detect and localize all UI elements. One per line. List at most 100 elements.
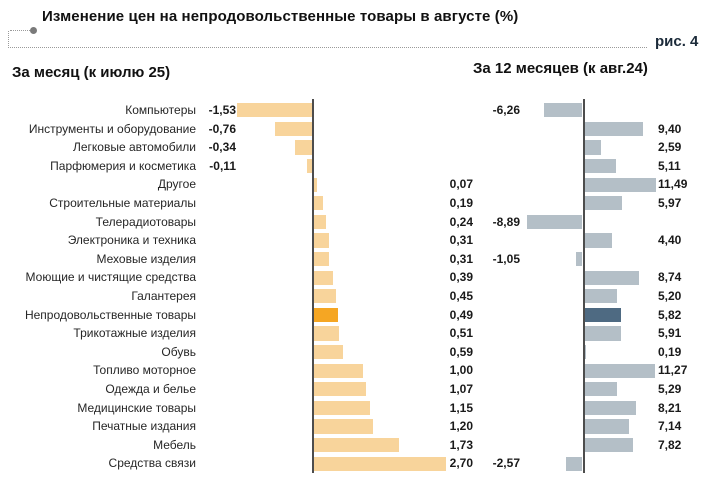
month-value-label: -0,76 (208, 121, 236, 136)
chart-row: Компьютеры -1,53 -6,26 (0, 101, 721, 120)
month-value-label: 1,20 (449, 419, 473, 434)
month-bar (314, 437, 399, 453)
chart-row: Обувь 0,59 0,19 (0, 343, 721, 362)
year-bar (527, 214, 583, 229)
chart-row: Одежда и белье 1,07 5,29 (0, 380, 721, 399)
month-value-label: 1,15 (449, 400, 473, 415)
year-value-label: -8,89 (492, 214, 520, 229)
chart-row: Трикотажные изделия 0,51 5,91 (0, 324, 721, 343)
year-value-label: 7,82 (658, 437, 682, 452)
month-value-label: 0,49 (449, 307, 473, 322)
year-bar (584, 344, 586, 360)
year-value-label: 5,20 (658, 289, 682, 303)
month-bar (306, 158, 312, 174)
category-label: Телерадиотовары (95, 214, 196, 229)
year-bar (543, 103, 583, 118)
month-value-label: 0,19 (449, 196, 473, 210)
chart-row: Электроника и техника 0,31 4,40 (0, 231, 721, 250)
chart-row: Другое 0,07 11,49 (0, 175, 721, 194)
category-label: Другое (157, 177, 196, 192)
category-label: Электроника и техника (67, 233, 196, 248)
month-value-label: 0,31 (449, 233, 473, 248)
category-label: Средства связи (108, 456, 196, 471)
category-label: Мебель (153, 437, 196, 452)
month-axis-line (312, 99, 314, 473)
year-value-label: -2,57 (492, 456, 520, 471)
category-label: Печатные издания (92, 419, 196, 434)
month-bar (314, 326, 339, 341)
year-panel-header: За 12 месяцев (к авг.24) (473, 60, 648, 77)
year-bar (584, 326, 622, 341)
year-value-label: 5,11 (658, 158, 681, 173)
year-value-label: 5,82 (658, 307, 682, 322)
year-bar (584, 270, 639, 285)
month-bar (314, 382, 367, 397)
year-bar (584, 382, 618, 397)
year-value-label: 2,59 (658, 140, 682, 155)
chart-row: Непродовольственные товары 0,49 5,82 (0, 306, 721, 325)
year-bar (584, 158, 617, 174)
month-bar (314, 251, 330, 267)
year-bar (584, 177, 657, 192)
year-value-label: 4,40 (658, 233, 682, 248)
year-bar (584, 307, 621, 322)
chart-title: Изменение цен на непродовольственные тов… (42, 8, 519, 25)
category-label: Одежда и белье (105, 382, 196, 396)
month-bar (314, 270, 334, 285)
chart-rows: Компьютеры -1,53 -6,26 Инструменты и оборуд… (0, 101, 721, 474)
category-label: Меховые изделия (96, 251, 196, 266)
year-value-label: 8,74 (658, 270, 682, 285)
month-value-label: 0,39 (449, 270, 473, 285)
year-bar (584, 121, 644, 136)
title-bullet-icon (30, 27, 37, 34)
month-value-label: 0,31 (449, 251, 473, 266)
year-value-label: 7,14 (658, 419, 682, 434)
month-bar (314, 196, 324, 211)
category-label: Легковые автомобили (72, 140, 196, 155)
year-axis-line (582, 99, 585, 473)
category-label: Моющие и чистящие средства (25, 270, 196, 285)
year-bar (584, 363, 655, 378)
chart-row: Средства связи 2,70 -2,57 (0, 454, 721, 473)
category-label: Топливо моторное (93, 363, 196, 378)
chart-row: Телерадиотовары 0,24 -8,89 (0, 213, 721, 232)
month-value-label: 0,07 (449, 177, 473, 192)
year-bar (575, 251, 583, 267)
month-value-label: 2,70 (449, 456, 473, 471)
chart-row: Парфюмерия и косметика -0,11 5,11 (0, 157, 721, 176)
year-value-label: -6,26 (492, 103, 520, 117)
chart-row: Меховые изделия 0,31 -1,05 (0, 250, 721, 269)
title-dotted-lead (10, 30, 30, 31)
month-panel-header: За месяц (к июлю 25) (12, 64, 171, 81)
month-bar (314, 233, 330, 248)
category-label: Трикотажные изделия (73, 326, 196, 341)
month-bar (314, 344, 343, 360)
year-bar (584, 140, 601, 155)
month-value-label: 0,59 (449, 344, 473, 359)
chart-row: Строительные материалы 0,19 5,97 (0, 194, 721, 213)
month-bar (314, 400, 371, 415)
month-value-label: 0,45 (449, 289, 473, 303)
month-bar (314, 307, 338, 322)
category-label: Галантерея (131, 289, 196, 303)
month-bar (237, 103, 312, 118)
month-bar (314, 177, 318, 192)
year-value-label: 5,29 (658, 382, 682, 396)
month-bar (295, 140, 312, 155)
year-value-label: 9,40 (658, 121, 682, 136)
chart-row: Инструменты и оборудование -0,76 9,40 (0, 120, 721, 139)
year-value-label: -1,05 (492, 251, 520, 266)
year-bar (584, 400, 636, 415)
year-value-label: 5,97 (658, 196, 682, 210)
chart-row: Моющие и чистящие средства 0,39 8,74 (0, 268, 721, 287)
month-bar (314, 363, 363, 378)
category-label: Компьютеры (125, 103, 196, 117)
category-label: Строительные материалы (49, 196, 196, 210)
month-value-label: -0,34 (208, 140, 236, 155)
chart-row: Галантерея 0,45 5,20 (0, 287, 721, 306)
year-value-label: 5,91 (658, 326, 682, 341)
month-value-label: 0,51 (449, 326, 473, 341)
year-value-label: 11,49 (658, 177, 688, 192)
year-bar (584, 196, 622, 211)
